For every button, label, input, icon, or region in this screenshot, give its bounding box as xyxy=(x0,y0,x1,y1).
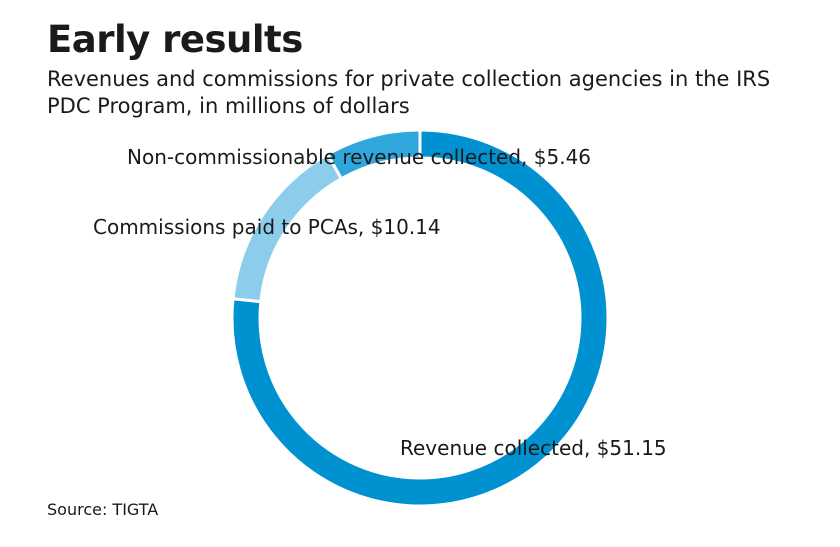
donut-labels: Revenue collected, $51.15 Commissions pai… xyxy=(93,145,667,460)
label-commissions: Commissions paid to PCAs, $10.14 xyxy=(93,215,441,239)
chart-subtitle: Revenues and commissions for private col… xyxy=(47,67,771,118)
donut-slices xyxy=(230,128,610,508)
slice-noncommissionable xyxy=(325,128,422,181)
slice-revenue xyxy=(230,128,610,508)
label-noncommissionable: Non-commissionable revenue collected, $5… xyxy=(127,145,591,169)
chart-title: Early results xyxy=(47,18,303,61)
source-note: Source: TIGTA xyxy=(47,500,159,519)
label-revenue: Revenue collected, $51.15 xyxy=(400,436,667,460)
